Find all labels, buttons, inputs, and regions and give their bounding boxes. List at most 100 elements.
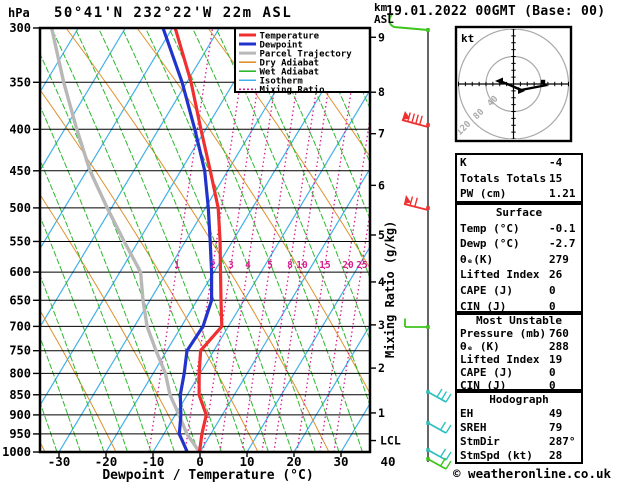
svg-text:3: 3 — [228, 260, 234, 271]
legend-label: Mixing Ratio — [260, 85, 325, 96]
panel-row-value: 49 — [549, 407, 563, 420]
wind-barb-down2 — [426, 421, 452, 434]
svg-text:9: 9 — [378, 30, 385, 44]
legend-label: Wet Adiabat — [260, 67, 320, 78]
panel-surface: Surface Temp (°C) -0.1 Dewp (°C) -2.7 θₑ(K) 27… — [455, 203, 583, 313]
wind-barb-hook — [388, 13, 430, 32]
station-title: 50°41'N 232°22'W 22m ASL — [54, 5, 293, 21]
svg-text:40: 40 — [380, 454, 395, 469]
lcl-label: LCL — [380, 434, 401, 448]
panel-row: Totals Totals 15 — [457, 171, 581, 187]
panel-row-label: SREH — [460, 421, 487, 434]
svg-text:1: 1 — [378, 406, 385, 420]
panel-row-label: CIN (J) — [460, 299, 507, 313]
panel-row: StmDir 287° — [457, 435, 581, 449]
panel-row-label: Totals Totals — [460, 171, 547, 185]
panel-row: PW (cm) 1.21 — [457, 186, 581, 202]
svg-text:5: 5 — [378, 228, 385, 242]
svg-text:0: 0 — [196, 454, 204, 469]
svg-text:750: 750 — [9, 344, 31, 358]
svg-text:700: 700 — [9, 319, 31, 333]
wind-barb-flag4 — [401, 111, 430, 128]
panel-row-label: CAPE (J) — [460, 365, 513, 379]
panel-row-value: 287° — [549, 435, 576, 448]
svg-text:6: 6 — [378, 178, 385, 192]
wind-barb-flag2 — [403, 195, 430, 211]
panel-row: SREH 79 — [457, 421, 581, 435]
panel-row: Temp (°C) -0.1 — [457, 221, 581, 237]
svg-text:25: 25 — [356, 260, 368, 271]
legend-label: Dewpoint — [260, 39, 303, 50]
panel-row-value: 28 — [549, 449, 563, 462]
svg-text:20: 20 — [286, 454, 301, 469]
panel-row: CAPE (J) 0 — [457, 283, 581, 299]
panel-row-label: Temp (°C) — [460, 221, 520, 235]
svg-text:850: 850 — [9, 388, 31, 402]
panel-row-label: K — [460, 156, 467, 169]
svg-text:550: 550 — [9, 234, 31, 248]
panel-row-value: 279 — [549, 252, 569, 266]
svg-text:-30: -30 — [48, 454, 71, 469]
svg-text:8: 8 — [287, 260, 293, 271]
asl-label: ASL — [374, 13, 394, 26]
svg-text:600: 600 — [9, 265, 31, 279]
panel-row-value: 19 — [549, 352, 563, 366]
svg-text:7: 7 — [378, 127, 385, 141]
panel-row-label: StmDir — [460, 435, 500, 448]
panel-title: Most Unstable — [475, 314, 563, 327]
panel-row: Lifted Index 26 — [457, 267, 581, 283]
svg-text:2: 2 — [378, 361, 385, 375]
legend-label: Isotherm — [260, 77, 304, 87]
panel-row: Pressure (mb) 760 — [457, 326, 581, 341]
panel-row-label: CAPE (J) — [460, 283, 513, 297]
svg-text:30: 30 — [333, 454, 348, 469]
svg-text:8: 8 — [378, 85, 385, 99]
pressure-unit-label: hPa — [8, 6, 30, 20]
panel-row-value: 15 — [549, 171, 563, 185]
panel-row-label: PW (cm) — [460, 187, 507, 200]
wind-barb-left1 — [404, 318, 430, 329]
legend-label: Dry Adiabat — [260, 57, 320, 68]
svg-text:950: 950 — [9, 427, 31, 441]
panel-row-value: -4 — [549, 156, 563, 169]
panel-row: CIN (J) 0 — [457, 299, 581, 315]
svg-text:15: 15 — [319, 260, 331, 271]
svg-text:4: 4 — [378, 275, 385, 289]
dewpoint-curve — [161, 28, 214, 452]
hodograph-trace — [499, 79, 548, 92]
svg-text:400: 400 — [9, 122, 31, 136]
wind-barb-down2 — [426, 448, 452, 461]
km-label: km — [374, 1, 388, 14]
svg-text:800: 800 — [9, 366, 31, 380]
panel-row: Dewp (°C) -2.7 — [457, 236, 581, 252]
panel-row-value: 288 — [549, 339, 569, 353]
panel-hodograph: Hodograph EH 49 SREH 79 StmDir 287° StmSpd (kt)… — [455, 391, 583, 464]
panel-title: Hodograph — [489, 393, 549, 406]
temperature-axis-labels: -30 -20 -10 0 10 20 30 40 — [48, 452, 396, 469]
mixing-ratio-axis-title: Mixing Ratio (g/kg) — [383, 220, 397, 358]
panel-row: EH 49 — [457, 407, 581, 421]
run-date-title: 19.01.2022 00GMT (Base: 00) — [386, 4, 606, 19]
km-asl-axis: 9 8 7 6 5 4 3 2 1 LCL — [370, 30, 401, 448]
panel-row-label: Pressure (mb) — [460, 326, 547, 340]
panel-row-value: -0.1 — [549, 221, 576, 235]
panel-row: CIN (J) 0 — [457, 379, 581, 393]
panel-row-value: 26 — [549, 268, 563, 282]
legend-label: Temperature — [260, 31, 320, 41]
svg-text:4: 4 — [245, 260, 251, 271]
panel-row-value: 0 — [549, 283, 556, 297]
panel-row: K -4 — [457, 155, 581, 171]
panel-row: θₑ(K) 279 — [457, 252, 581, 268]
svg-text:350: 350 — [9, 75, 31, 89]
panel-most-unstable: Most Unstable Pressure (mb) 760 θₑ (K) 288 Li… — [455, 313, 583, 391]
panel-row-label: EH — [460, 407, 474, 420]
svg-text:500: 500 — [9, 201, 31, 215]
legend-label: Parcel Trajectory — [260, 48, 353, 59]
svg-text:-10: -10 — [142, 454, 165, 469]
panel-row: StmSpd (kt) 28 — [457, 449, 581, 463]
svg-text:2: 2 — [210, 260, 216, 271]
hodograph-storm-marker — [540, 79, 546, 85]
hodograph-unit-label: kt — [461, 32, 474, 45]
